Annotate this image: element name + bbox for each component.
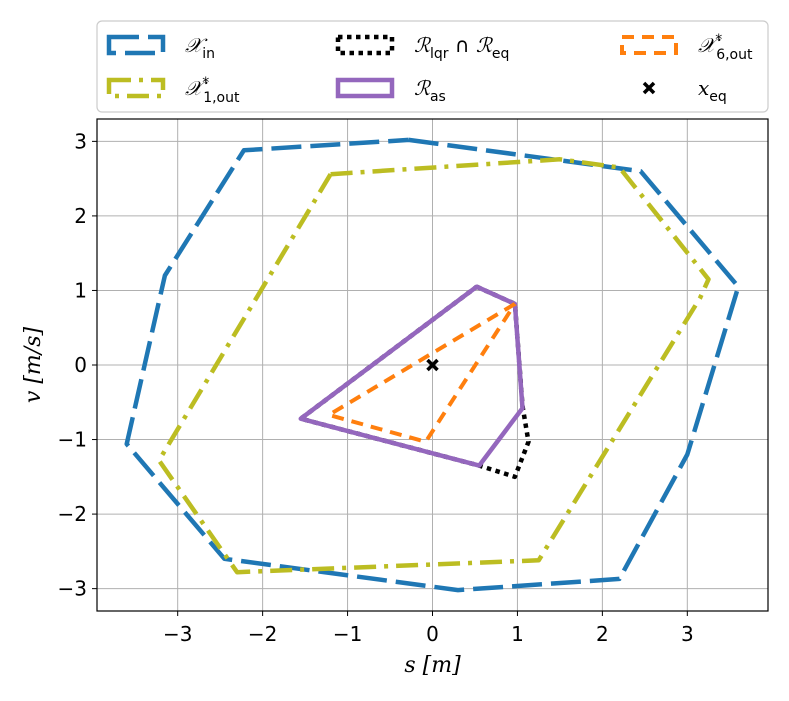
marker-stroke [426, 358, 439, 372]
x-tick-label: −2 [248, 622, 277, 646]
y-tick-label: 1 [74, 278, 87, 302]
y-tick-label: −1 [58, 428, 87, 452]
legend-label: 𝒳* 6,out [698, 32, 753, 63]
legend-handle [620, 35, 678, 55]
series-line-x-in [124, 137, 741, 593]
legend-box [96, 20, 769, 113]
y-tick-label: 2 [74, 204, 87, 228]
x-tick-label: 2 [596, 622, 609, 646]
plot-series [124, 137, 741, 593]
y-tick-label: −3 [58, 577, 87, 601]
legend-handle [106, 34, 166, 56]
legend-marker-x-eq [642, 81, 656, 95]
legend-label: ℛas [414, 76, 446, 105]
series-line-x-6-out [326, 302, 517, 444]
series-line-r-as [298, 284, 525, 468]
legend-marker-stroke [642, 81, 656, 95]
x-axis-label: s [m] [404, 653, 461, 678]
legend-label: 𝒳* 1,out [185, 75, 240, 106]
x-tick-label: 3 [681, 622, 694, 646]
y-tick-label: −2 [58, 502, 87, 526]
legend-label: ℛlqr ∩ ℛeq [414, 33, 509, 62]
legend-handle [335, 77, 395, 99]
x-tick-label: 0 [426, 622, 439, 646]
x-tick-label: −1 [333, 622, 362, 646]
x-tick-label: −3 [163, 622, 192, 646]
y-axis-label: v [m/s] [21, 327, 46, 404]
x-tick-label: 1 [511, 622, 524, 646]
axis-ticks: −3 −2 −1 0 1 2 3 −3 −2 −1 0 1 2 3 [58, 129, 694, 646]
marker-x-eq [426, 358, 439, 372]
legend-handle [335, 34, 395, 56]
legend-handle [106, 77, 166, 99]
legend-label: xeq [698, 76, 727, 105]
series-line-x-1-out [156, 157, 711, 575]
y-tick-label: 3 [74, 129, 87, 153]
y-tick-label: 0 [74, 353, 87, 377]
